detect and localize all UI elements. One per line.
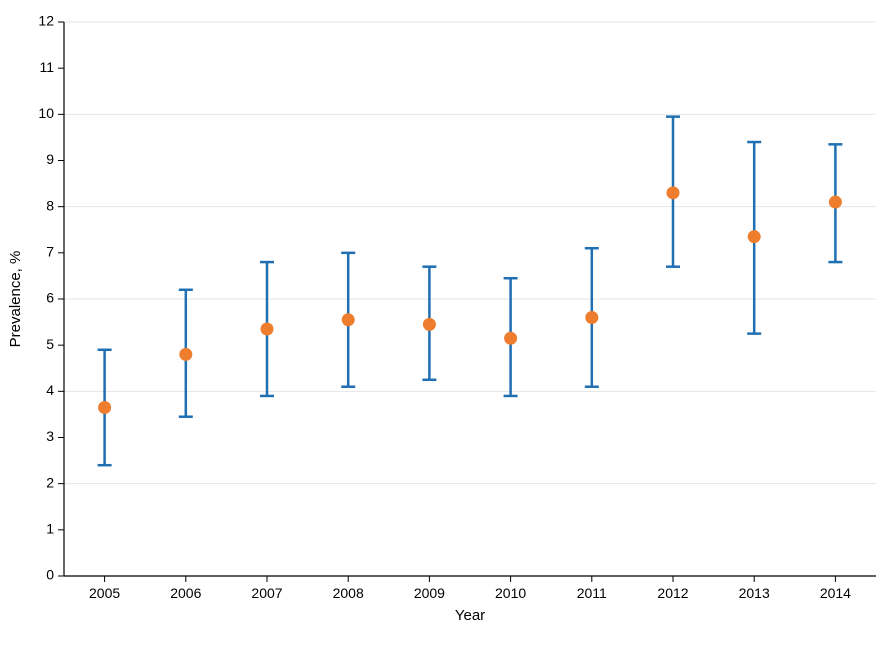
data-point — [179, 348, 192, 361]
svg-text:4: 4 — [46, 382, 54, 398]
svg-text:2010: 2010 — [495, 585, 526, 601]
svg-text:2012: 2012 — [657, 585, 688, 601]
svg-text:10: 10 — [38, 105, 54, 121]
data-point — [585, 311, 598, 324]
data-point — [748, 230, 761, 243]
svg-text:5: 5 — [46, 336, 54, 352]
prevalence-errorbar-chart: 0123456789101112200520062007200820092010… — [0, 0, 896, 648]
data-point — [829, 196, 842, 209]
svg-text:2006: 2006 — [170, 585, 201, 601]
svg-text:6: 6 — [46, 290, 54, 306]
svg-text:12: 12 — [38, 13, 54, 29]
svg-text:8: 8 — [46, 197, 54, 213]
svg-text:2013: 2013 — [739, 585, 770, 601]
y-axis-label: Prevalence, % — [7, 251, 24, 348]
svg-text:2007: 2007 — [251, 585, 282, 601]
data-point — [423, 318, 436, 331]
x-axis-label: Year — [455, 607, 485, 624]
svg-text:7: 7 — [46, 244, 54, 260]
svg-text:2008: 2008 — [333, 585, 364, 601]
svg-text:2: 2 — [46, 474, 54, 490]
svg-text:2014: 2014 — [820, 585, 851, 601]
data-point — [342, 313, 355, 326]
data-point — [504, 332, 517, 345]
svg-text:3: 3 — [46, 428, 54, 444]
svg-text:1: 1 — [46, 521, 54, 537]
svg-text:2009: 2009 — [414, 585, 445, 601]
data-point — [98, 401, 111, 414]
svg-text:0: 0 — [46, 567, 54, 583]
svg-text:2005: 2005 — [89, 585, 120, 601]
svg-text:11: 11 — [39, 59, 54, 75]
data-point — [261, 323, 274, 336]
data-point — [667, 186, 680, 199]
svg-text:9: 9 — [46, 151, 54, 167]
svg-text:2011: 2011 — [577, 585, 607, 601]
